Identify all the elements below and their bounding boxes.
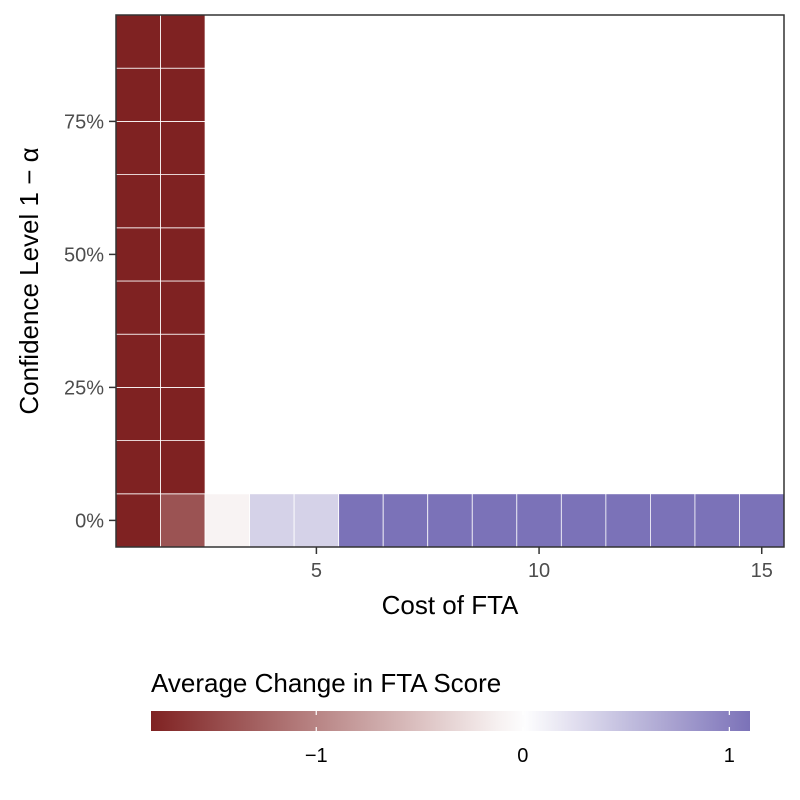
x-axis-title: Cost of FTA [382, 590, 519, 620]
heatmap-cell [382, 493, 429, 548]
legend-tick-label: 0 [517, 745, 528, 767]
heatmap-cell [160, 174, 206, 229]
heatmap-cell [160, 67, 206, 122]
heatmap-cell [160, 227, 206, 282]
y-tick-label: 25% [64, 377, 104, 399]
heatmap-cell [560, 493, 607, 548]
heatmap-cell [115, 121, 161, 176]
heatmap-cell [338, 493, 384, 548]
heatmap-cell [115, 333, 161, 388]
x-tick-label: 15 [751, 560, 773, 582]
heatmap-cell [650, 493, 696, 548]
heatmap-cell [115, 67, 161, 122]
x-axis: 5 10 15 [311, 547, 773, 582]
x-tick-label: 5 [311, 560, 322, 582]
heatmap-cell [471, 493, 518, 548]
heatmap-cell [516, 493, 562, 548]
heatmap-cell [694, 493, 740, 548]
heatmap-cell [249, 493, 295, 548]
heatmap-cell [427, 493, 473, 548]
heatmap-cell [160, 280, 206, 335]
heatmap-cell [160, 14, 206, 69]
legend-ticks: −1 0 1 [305, 711, 735, 767]
heatmap-cell [115, 227, 161, 282]
legend-tick-label: 1 [724, 745, 735, 767]
heatmap-cell [115, 14, 161, 69]
heatmap-cell [739, 493, 785, 548]
color-legend: Average Change in FTA Score −1 0 1 [151, 668, 750, 767]
heatmap-cell [160, 493, 206, 548]
heatmap-cell [204, 493, 250, 548]
y-axis: 0% 25% 50% 75% [64, 111, 116, 532]
heatmap-cell [115, 386, 161, 441]
y-axis-title: Confidence Level 1 − α [14, 147, 44, 414]
y-tick-label: 0% [75, 510, 104, 532]
panel-border [115, 14, 785, 548]
legend-colorbar [151, 711, 750, 731]
legend-tick-label: −1 [305, 745, 328, 767]
heatmap-cell [115, 174, 161, 229]
heatmap-cell [605, 493, 651, 548]
heatmap-cell [115, 440, 161, 495]
y-tick-label: 75% [64, 111, 104, 133]
heatmap-cell [293, 493, 340, 548]
heatmap-cell [115, 493, 161, 548]
y-tick-label: 50% [64, 244, 104, 266]
heatmap-cells [115, 14, 785, 548]
heatmap-cell [160, 333, 206, 388]
heatmap-cell [115, 280, 161, 335]
x-tick-label: 10 [528, 560, 550, 582]
heatmap-cell [160, 440, 206, 495]
heatmap-cell [160, 386, 206, 441]
legend-title: Average Change in FTA Score [151, 668, 501, 698]
heatmap-cell [160, 121, 206, 176]
